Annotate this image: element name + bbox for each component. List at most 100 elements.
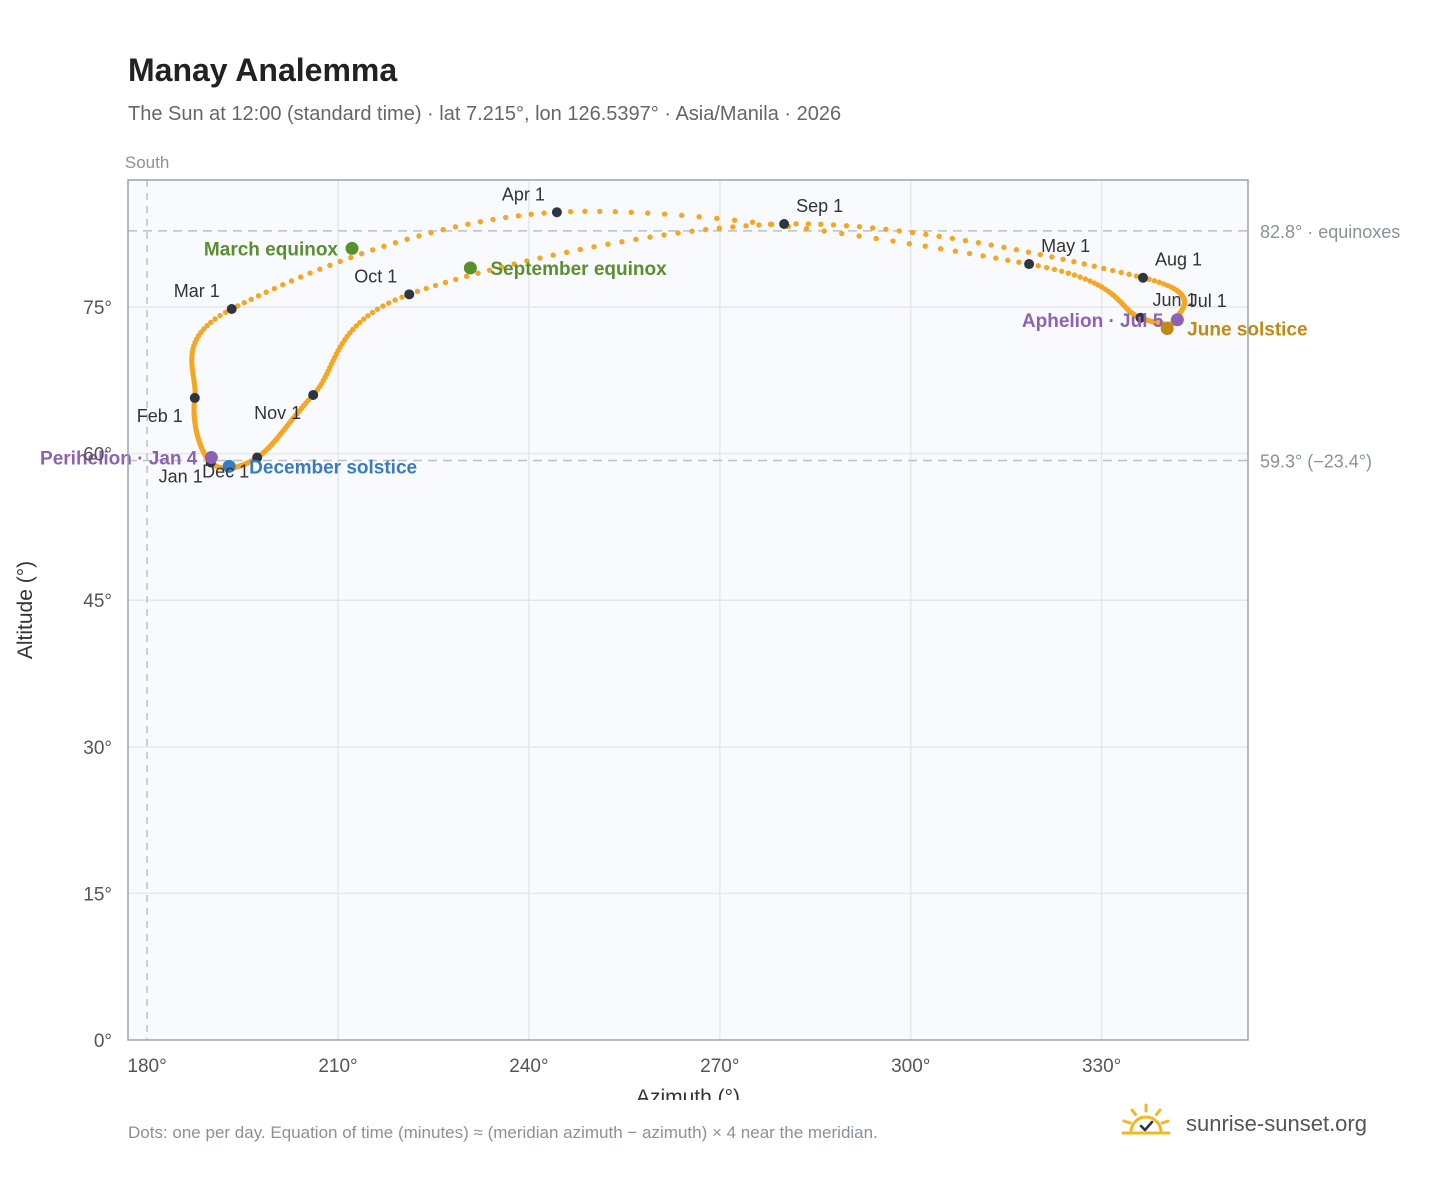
daily-dot <box>803 226 810 232</box>
daily-dot <box>1025 249 1032 255</box>
daily-dot <box>628 209 634 215</box>
daily-dot <box>661 232 667 238</box>
x-tick-label: 270° <box>700 1056 739 1077</box>
analemma-chart: South 82.8° · equinoxes 59.3° (−23.4°) Jan… <box>14 153 1400 1100</box>
daily-dot <box>208 319 214 326</box>
daily-dot <box>1013 247 1019 253</box>
reference-lines: South 82.8° · equinoxes 59.3° (−23.4°) <box>125 153 1400 1040</box>
daily-dot <box>365 313 371 319</box>
daily-dot <box>1101 265 1107 272</box>
daily-dot <box>204 322 210 329</box>
month-label: May 1 <box>1041 236 1090 256</box>
event-marker <box>1160 322 1174 336</box>
event-label: September equinox <box>490 259 667 280</box>
daily-dot <box>212 316 218 322</box>
daily-dot <box>541 210 547 216</box>
daily-dot <box>528 211 534 218</box>
month-label: Apr 1 <box>502 184 545 204</box>
y-tick-label: 75° <box>83 298 112 319</box>
sun-logo-icon <box>1120 1102 1172 1147</box>
daily-dot <box>217 312 223 319</box>
daily-dot <box>1016 259 1022 265</box>
daily-dot <box>1058 268 1065 274</box>
daily-dot <box>793 221 799 227</box>
x-tick-label: 180° <box>127 1056 166 1077</box>
daily-dot <box>380 303 386 309</box>
y-tick-label: 0° <box>94 1031 112 1052</box>
month-marker <box>252 452 263 463</box>
daily-dot <box>369 309 376 316</box>
daily-dot <box>633 236 639 243</box>
daily-dot <box>1005 257 1011 263</box>
daily-dot <box>962 237 969 244</box>
daily-dot <box>909 229 916 236</box>
daily-dot <box>843 223 850 229</box>
daily-dot <box>490 216 496 223</box>
daily-dot <box>869 225 876 231</box>
event-label: Aphelion · Jul 5 <box>1022 311 1164 332</box>
daily-dot <box>1077 274 1083 280</box>
daily-dot <box>675 230 681 236</box>
daily-dot <box>465 221 471 227</box>
daily-dot <box>477 219 484 225</box>
daily-dot <box>856 233 862 239</box>
daily-dot <box>1091 263 1097 269</box>
daily-dot <box>993 255 999 261</box>
chart-subtitle: The Sun at 12:00 (standard time) · lat 7… <box>128 103 842 125</box>
daily-dot <box>201 326 207 332</box>
daily-dot <box>661 211 668 217</box>
daily-dot <box>1043 264 1050 271</box>
daily-dot <box>1126 271 1132 278</box>
daily-dot <box>1060 256 1066 263</box>
daily-dot <box>936 233 942 240</box>
daily-dot <box>619 239 625 245</box>
daily-dot <box>975 240 982 246</box>
month-marker <box>1024 259 1035 270</box>
daily-dot <box>255 293 262 299</box>
daily-dot <box>499 264 505 270</box>
daily-dot <box>839 230 845 237</box>
daily-dot <box>702 226 709 233</box>
daily-dot <box>235 303 241 309</box>
brand-name: sunrise-sunset.org <box>1186 1111 1367 1136</box>
event-marker <box>345 241 359 255</box>
daily-dot <box>689 228 695 234</box>
month-label: Jan 1 <box>159 466 203 486</box>
reference-line-label: 82.8° · equinoxes <box>1260 222 1400 242</box>
daily-dot <box>1001 244 1007 251</box>
plot-area <box>128 180 1248 1040</box>
daily-dot <box>922 243 928 249</box>
daily-dot <box>980 253 986 259</box>
month-marker <box>1135 312 1146 323</box>
daily-dot <box>1065 270 1072 276</box>
month-label: Sep 1 <box>796 196 843 216</box>
daily-dot <box>883 226 889 233</box>
y-tick-label: 45° <box>83 591 112 612</box>
daily-dot <box>1156 279 1163 286</box>
daily-dot <box>432 282 439 289</box>
daily-dot <box>486 267 493 273</box>
y-tick-label: 15° <box>83 884 112 905</box>
daily-dot <box>949 235 956 242</box>
reference-line-label: 59.3° (−23.4°) <box>1260 451 1372 471</box>
footnote: Dots: one per day. Equation of time (min… <box>128 1123 878 1142</box>
month-label: Jul 1 <box>1189 291 1227 311</box>
x-tick-label: 210° <box>318 1056 357 1077</box>
y-tick-label: 30° <box>83 738 112 759</box>
daily-dot <box>1151 278 1158 284</box>
daily-dot <box>937 246 944 252</box>
daily-dot <box>743 223 749 229</box>
daily-dot <box>502 214 509 221</box>
daily-dot <box>452 224 459 230</box>
daily-dot <box>453 276 459 283</box>
daily-dot <box>475 270 481 276</box>
brand[interactable]: sunrise-sunset.org <box>1120 1102 1367 1146</box>
plot-frame <box>127 179 1249 1041</box>
daily-dot <box>1049 254 1055 260</box>
daily-dot <box>678 212 685 219</box>
daily-dot <box>369 247 376 253</box>
daily-dot <box>550 252 556 258</box>
month-label: Feb 1 <box>137 406 183 426</box>
daily-dot <box>731 217 738 223</box>
